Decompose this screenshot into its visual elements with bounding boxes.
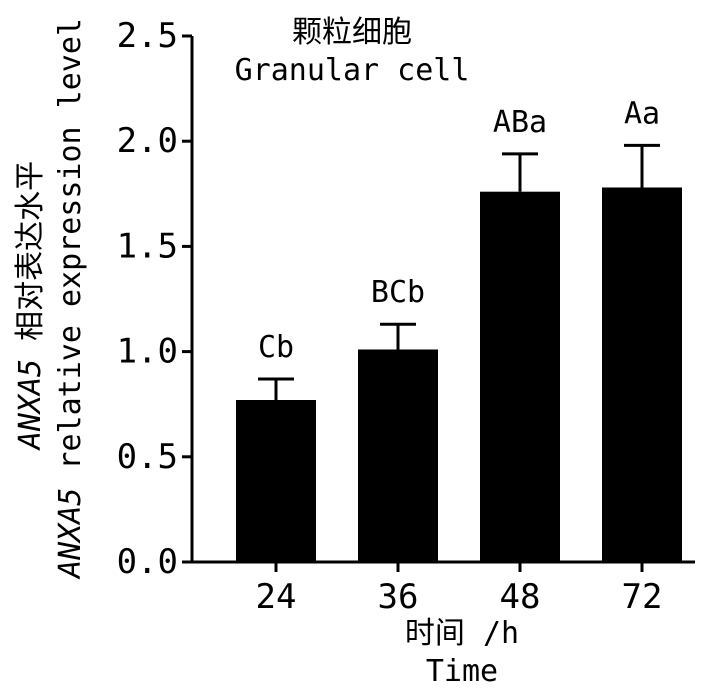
y-axis-label-line1: ANXA5 相对表达水平 (13, 161, 48, 451)
significance-label: Aa (624, 96, 660, 131)
chart-title-en: Granular cell (235, 53, 470, 88)
y-axis-label-text-2: relative expression level (53, 18, 88, 488)
y-tick-label: 1.0 (117, 332, 178, 372)
x-tick-label: 72 (622, 577, 663, 617)
y-tick-label: 2.5 (117, 16, 178, 56)
x-axis: 24 36 48 72 (192, 560, 695, 617)
bar (602, 187, 682, 562)
x-axis-label-cn: 时间 /h (405, 616, 519, 651)
significance-label: Cb (258, 330, 294, 365)
y-axis-label-line2: ANXA5 relative expression level (53, 18, 88, 580)
bar (236, 399, 316, 562)
y-axis-label-gene-1: ANXA5 (13, 359, 48, 451)
significance-label: BCb (371, 275, 425, 310)
y-axis-label-gene-2: ANXA5 (53, 488, 88, 580)
y-axis: 0.0 0.5 1.0 1.5 2.0 2.5 (117, 16, 194, 582)
x-tick-label: 36 (378, 577, 419, 617)
y-tick-label: 1.5 (117, 226, 178, 266)
significance-labels-group: Cb BCb ABa Aa (258, 96, 660, 365)
y-tick-label: 0.5 (117, 437, 178, 477)
x-axis-label-en: Time (426, 654, 498, 689)
chart-title-cn: 颗粒细胞 (292, 15, 412, 50)
x-tick-label: 48 (500, 577, 541, 617)
y-axis-label-text-1: 相对表达水平 (13, 161, 48, 359)
y-tick-label: 2.0 (117, 121, 178, 161)
y-tick-label: 0.0 (117, 542, 178, 582)
bar (358, 349, 438, 562)
significance-label: ABa (493, 105, 547, 140)
x-tick-label: 24 (256, 577, 297, 617)
bar (480, 191, 560, 563)
bars-group (236, 187, 682, 563)
error-bars-group (258, 143, 660, 400)
